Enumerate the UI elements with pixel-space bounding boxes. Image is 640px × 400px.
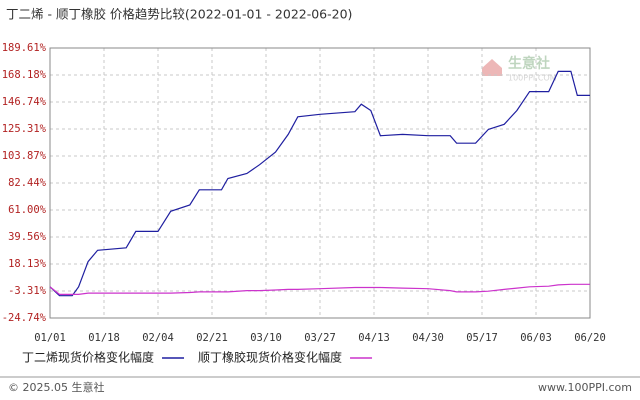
y-tick-label: 103.87%: [2, 150, 47, 162]
legend-label: 丁二烯现货价格变化幅度: [22, 350, 154, 365]
x-tick-label: 03/10: [250, 332, 282, 344]
x-tick-label: 06/03: [520, 332, 552, 344]
y-tick-label: 125.31%: [2, 123, 47, 135]
y-tick-label: 61.00%: [8, 204, 47, 216]
x-tick-label: 02/04: [142, 332, 174, 344]
x-tick-label: 03/27: [304, 332, 336, 344]
legend-label: 顺丁橡胶现货价格变化幅度: [198, 350, 342, 365]
y-tick-label: 189.61%: [2, 42, 47, 54]
y-tick-label: -24.74%: [2, 312, 47, 324]
watermark-text: 生意社: [508, 55, 550, 72]
y-tick-label: -3.31%: [8, 285, 47, 297]
x-tick-label: 06/20: [574, 332, 606, 344]
plot-area: -24.74% -3.31% 18.13% 39.56% 61.00% 82.44% 103…: [2, 42, 606, 344]
y-tick-label: 18.13%: [8, 258, 47, 270]
x-tick-label: 01/18: [88, 332, 120, 344]
x-tick-label: 05/17: [466, 332, 498, 344]
x-tick-label: 04/30: [412, 332, 444, 344]
x-tick-label: 01/01: [34, 332, 66, 344]
y-tick-label: 146.74%: [2, 96, 47, 108]
footer-left: © 2025.05 生意社: [8, 380, 104, 394]
footer-right: www.100PPI.com: [538, 381, 632, 394]
x-tick-label: 02/21: [196, 332, 228, 344]
chart-title: 丁二烯 - 顺丁橡胶 价格趋势比较(2022-01-01 - 2022-06-2…: [6, 7, 352, 22]
watermark-subtext: 100PPI.COM: [508, 74, 557, 83]
series-line: [49, 283, 590, 295]
watermark-logo: [482, 59, 502, 76]
plot-border: [49, 47, 591, 319]
watermark: 生意社 100PPI.COM: [482, 55, 557, 83]
y-tick-label: 82.44%: [8, 177, 47, 189]
y-tick-label: 39.56%: [8, 231, 47, 243]
x-tick-label: 04/13: [358, 332, 390, 344]
series-line: [49, 70, 590, 297]
y-tick-label: 168.18%: [2, 69, 47, 81]
